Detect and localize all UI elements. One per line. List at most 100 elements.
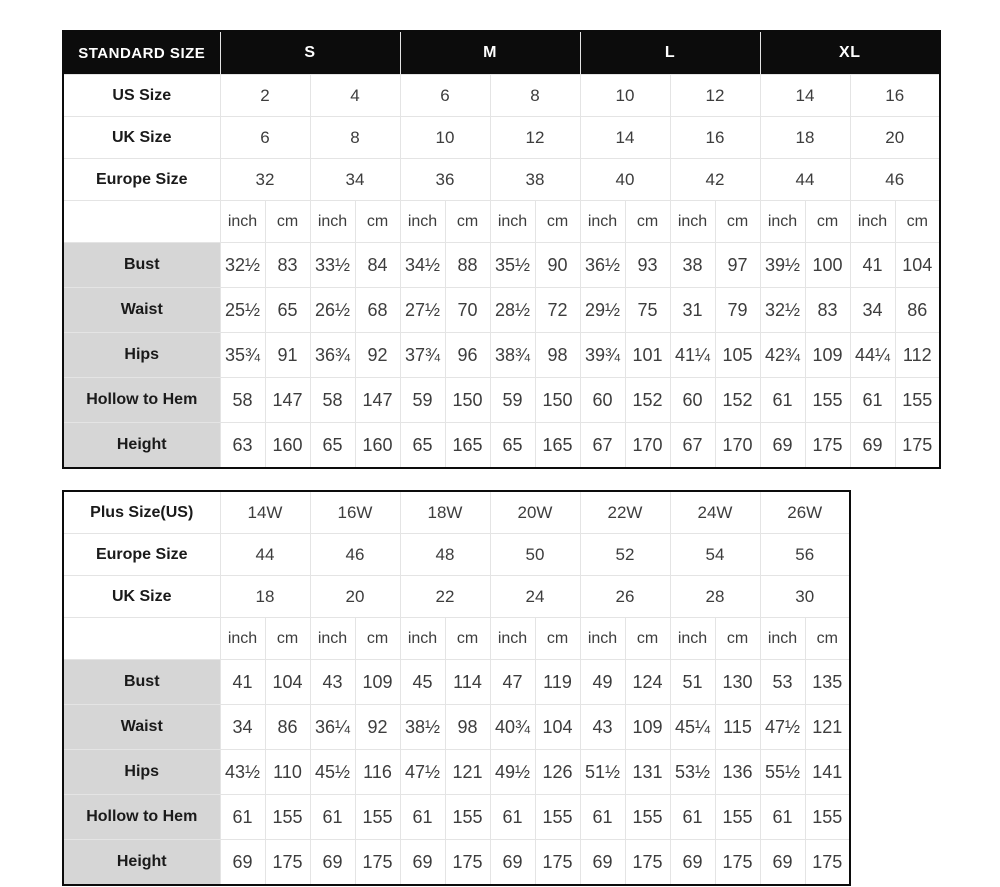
measurement-value-cell: 33½ <box>309 242 356 288</box>
measurement-value-cell: 152 <box>714 377 761 423</box>
measurement-value-cell: 32½ <box>219 242 266 288</box>
measurement-value-cell: 53½ <box>669 749 716 795</box>
measurement-value-cell: 155 <box>264 794 311 840</box>
measurement-row: Bust 41 104 43 109 45 114 47 119 49 124 51 130 53 135 <box>62 659 851 705</box>
measurement-value-cell: 170 <box>624 422 671 469</box>
measurement-value-cell: 41¼ <box>669 332 716 378</box>
measurement-value-cell: 175 <box>534 839 581 886</box>
measurement-value-cell: 45¼ <box>669 704 716 750</box>
measurement-value-cell: 98 <box>444 704 491 750</box>
measurement-value-cell: 152 <box>624 377 671 423</box>
measurement-value-cell: 61 <box>849 377 896 423</box>
measurement-value-cell: 104 <box>534 704 581 750</box>
measurement-value-cell: 53 <box>759 659 806 705</box>
measurement-value-cell: 84 <box>354 242 401 288</box>
unit-cell: inch <box>219 200 266 243</box>
unit-cell: inch <box>309 617 356 660</box>
measurement-value-cell: 175 <box>894 422 941 469</box>
measurement-value-cell: 175 <box>354 839 401 886</box>
unit-cell: inch <box>579 200 626 243</box>
measurement-value-cell: 90 <box>534 242 581 288</box>
measurement-row: Waist 34 86 36¼ 92 38½ 98 40¾ 104 43 109 45¼ 115 47½ 1… <box>62 704 851 750</box>
measurement-value-cell: 69 <box>849 422 896 469</box>
size-value-cell: 46 <box>309 533 401 576</box>
size-row: UK Size 18 20 22 24 26 28 30 <box>62 575 851 618</box>
unit-cell: inch <box>759 200 806 243</box>
measurement-value-cell: 130 <box>714 659 761 705</box>
measurement-value-cell: 49 <box>579 659 626 705</box>
measurement-value-cell: 61 <box>759 377 806 423</box>
size-value-cell: 38 <box>489 158 581 201</box>
measurement-label: Height <box>62 839 221 886</box>
measurement-value-cell: 27½ <box>399 287 446 333</box>
size-value-cell: 30 <box>759 575 851 618</box>
measurement-value-cell: 175 <box>804 839 851 886</box>
row-label: Europe Size <box>62 158 221 201</box>
measurement-value-cell: 86 <box>264 704 311 750</box>
size-value-cell: 20W <box>489 490 581 534</box>
measurement-value-cell: 175 <box>714 839 761 886</box>
measurement-value-cell: 61 <box>579 794 626 840</box>
size-value-cell: 26W <box>759 490 851 534</box>
measurement-value-cell: 43 <box>579 704 626 750</box>
size-value-cell: 42 <box>669 158 761 201</box>
unit-cell: inch <box>669 617 716 660</box>
size-value-cell: 44 <box>759 158 851 201</box>
measurement-value-cell: 121 <box>804 704 851 750</box>
unit-cell: cm <box>714 200 761 243</box>
measurement-value-cell: 59 <box>399 377 446 423</box>
measurement-value-cell: 69 <box>399 839 446 886</box>
measurement-value-cell: 45½ <box>309 749 356 795</box>
measurement-value-cell: 88 <box>444 242 491 288</box>
measurement-value-cell: 61 <box>309 794 356 840</box>
size-value-cell: 10 <box>579 74 671 117</box>
measurement-value-cell: 109 <box>804 332 851 378</box>
size-value-cell: 46 <box>849 158 941 201</box>
measurement-value-cell: 41 <box>849 242 896 288</box>
measurement-label: Hips <box>62 749 221 795</box>
unit-cell: cm <box>264 200 311 243</box>
measurement-value-cell: 47½ <box>399 749 446 795</box>
size-row: US Size 2 4 6 8 10 12 14 16 <box>62 74 941 117</box>
measurement-value-cell: 69 <box>759 839 806 886</box>
measurement-value-cell: 34½ <box>399 242 446 288</box>
measurement-value-cell: 131 <box>624 749 671 795</box>
row-label: UK Size <box>62 116 221 159</box>
measurement-value-cell: 175 <box>804 422 851 469</box>
measurement-value-cell: 37¾ <box>399 332 446 378</box>
measurement-row: Height 69 175 69 175 69 175 69 175 69 175 69 175 69 17… <box>62 839 851 886</box>
measurement-value-cell: 104 <box>894 242 941 288</box>
measurement-value-cell: 155 <box>714 794 761 840</box>
measurement-value-cell: 67 <box>669 422 716 469</box>
measurement-value-cell: 68 <box>354 287 401 333</box>
row-label: UK Size <box>62 575 221 618</box>
measurement-value-cell: 175 <box>624 839 671 886</box>
measurement-value-cell: 61 <box>759 794 806 840</box>
size-value-cell: 50 <box>489 533 581 576</box>
size-value-cell: 16W <box>309 490 401 534</box>
measurement-value-cell: 92 <box>354 332 401 378</box>
measurement-value-cell: 155 <box>354 794 401 840</box>
size-row: Europe Size 32 34 36 38 40 42 44 46 <box>62 158 941 201</box>
size-value-cell: 18 <box>759 116 851 159</box>
unit-cell: cm <box>714 617 761 660</box>
unit-cell: cm <box>354 617 401 660</box>
measurement-value-cell: 160 <box>264 422 311 469</box>
size-value-cell: 20 <box>849 116 941 159</box>
size-value-cell: 22W <box>579 490 671 534</box>
unit-cell: cm <box>534 617 581 660</box>
measurement-value-cell: 60 <box>579 377 626 423</box>
measurement-value-cell: 51½ <box>579 749 626 795</box>
unit-cell: cm <box>534 200 581 243</box>
unit-cell: cm <box>444 617 491 660</box>
measurement-value-cell: 31 <box>669 287 716 333</box>
measurement-value-cell: 40¾ <box>489 704 536 750</box>
measurement-value-cell: 101 <box>624 332 671 378</box>
size-value-cell: 16 <box>849 74 941 117</box>
size-value-cell: 12 <box>489 116 581 159</box>
measurement-value-cell: 155 <box>624 794 671 840</box>
measurement-value-cell: 165 <box>444 422 491 469</box>
measurement-value-cell: 155 <box>894 377 941 423</box>
measurement-value-cell: 160 <box>354 422 401 469</box>
size-value-cell: 8 <box>489 74 581 117</box>
